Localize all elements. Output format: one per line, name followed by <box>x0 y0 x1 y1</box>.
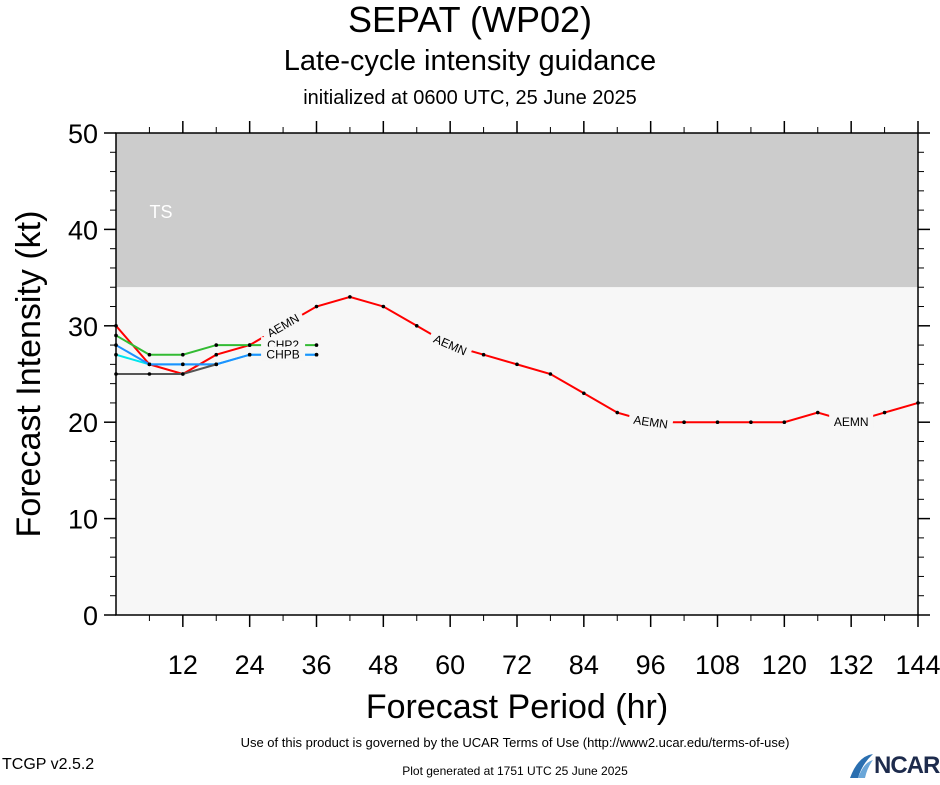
chart-subtitle: Late-cycle intensity guidance <box>283 45 657 77</box>
data-point <box>114 372 118 376</box>
y-tick-label: 40 <box>68 215 98 245</box>
data-point <box>181 362 185 367</box>
x-tick-label: 84 <box>569 650 599 680</box>
data-point <box>749 420 753 425</box>
data-point <box>815 410 820 415</box>
data-point <box>615 410 620 415</box>
x-tick-label: 120 <box>762 650 807 680</box>
data-point <box>548 372 553 376</box>
data-point <box>181 372 185 376</box>
data-point <box>715 420 720 425</box>
data-point <box>147 352 152 357</box>
data-point <box>916 401 920 405</box>
series-label: AEMN <box>633 413 669 432</box>
intensity-band <box>116 287 918 615</box>
series-label-bg <box>427 329 474 360</box>
ncar-logo-text: NCAR <box>874 752 940 779</box>
data-point <box>214 362 219 367</box>
x-tick-label: 144 <box>895 650 940 680</box>
data-point <box>582 391 586 396</box>
y-tick-label: 20 <box>68 408 98 438</box>
data-point <box>782 420 787 425</box>
data-point <box>114 324 118 328</box>
band-label-ts: TS <box>149 202 172 222</box>
series-label: AEMN <box>834 415 869 429</box>
data-point <box>247 343 252 347</box>
chart-title: SEPAT (WP02) <box>347 0 593 40</box>
x-tick-label: 12 <box>168 650 198 680</box>
data-point <box>181 352 185 357</box>
generated-time: Plot generated at 1751 UTC 25 June 2025 <box>402 764 628 778</box>
x-tick-label: 72 <box>502 650 532 680</box>
series-line <box>116 363 217 375</box>
ncar-logo: NCAR <box>848 752 940 780</box>
data-point <box>314 304 319 309</box>
data-point <box>147 372 152 376</box>
y-tick-label: 10 <box>68 505 98 535</box>
data-point <box>314 343 319 347</box>
x-tick-label: 108 <box>695 650 740 680</box>
data-point <box>682 420 686 425</box>
x-tick-label: 48 <box>368 650 398 680</box>
x-tick-label: 36 <box>301 650 331 680</box>
x-tick-label: 96 <box>636 650 666 680</box>
data-point <box>114 333 118 338</box>
data-point <box>214 343 219 347</box>
series-label: CHPB <box>266 348 299 362</box>
x-axis-label: Forecast Period (hr) <box>366 688 668 726</box>
data-point <box>515 362 519 367</box>
data-point <box>381 304 386 309</box>
intensity-band <box>116 133 918 288</box>
data-point <box>114 343 118 347</box>
y-tick-label: 50 <box>68 119 98 149</box>
data-point <box>214 352 219 357</box>
terms-of-use: Use of this product is governed by the U… <box>240 735 790 750</box>
series-unnamed <box>114 362 219 376</box>
series-label-bg <box>261 346 306 361</box>
version-label: TCGP v2.5.2 <box>2 756 95 773</box>
series-label-bg <box>628 411 674 432</box>
data-point <box>114 352 118 357</box>
series-label-bg <box>829 414 874 429</box>
data-point <box>147 362 152 367</box>
x-tick-label: 24 <box>235 650 265 680</box>
init-time: initialized at 0600 UTC, 25 June 2025 <box>303 87 637 109</box>
ncar-logo-icon <box>850 754 873 778</box>
data-point <box>314 352 319 357</box>
series-label-bg <box>260 307 306 342</box>
data-point <box>882 410 887 415</box>
data-point <box>414 324 419 328</box>
y-tick-label: 0 <box>83 601 98 631</box>
data-point <box>348 295 352 299</box>
data-point <box>481 352 486 357</box>
y-axis-label: Forecast Intensity (kt) <box>10 211 48 538</box>
x-tick-label: 132 <box>829 650 874 680</box>
y-tick-label: 30 <box>68 312 98 342</box>
data-point <box>247 352 252 357</box>
x-tick-label: 60 <box>435 650 465 680</box>
